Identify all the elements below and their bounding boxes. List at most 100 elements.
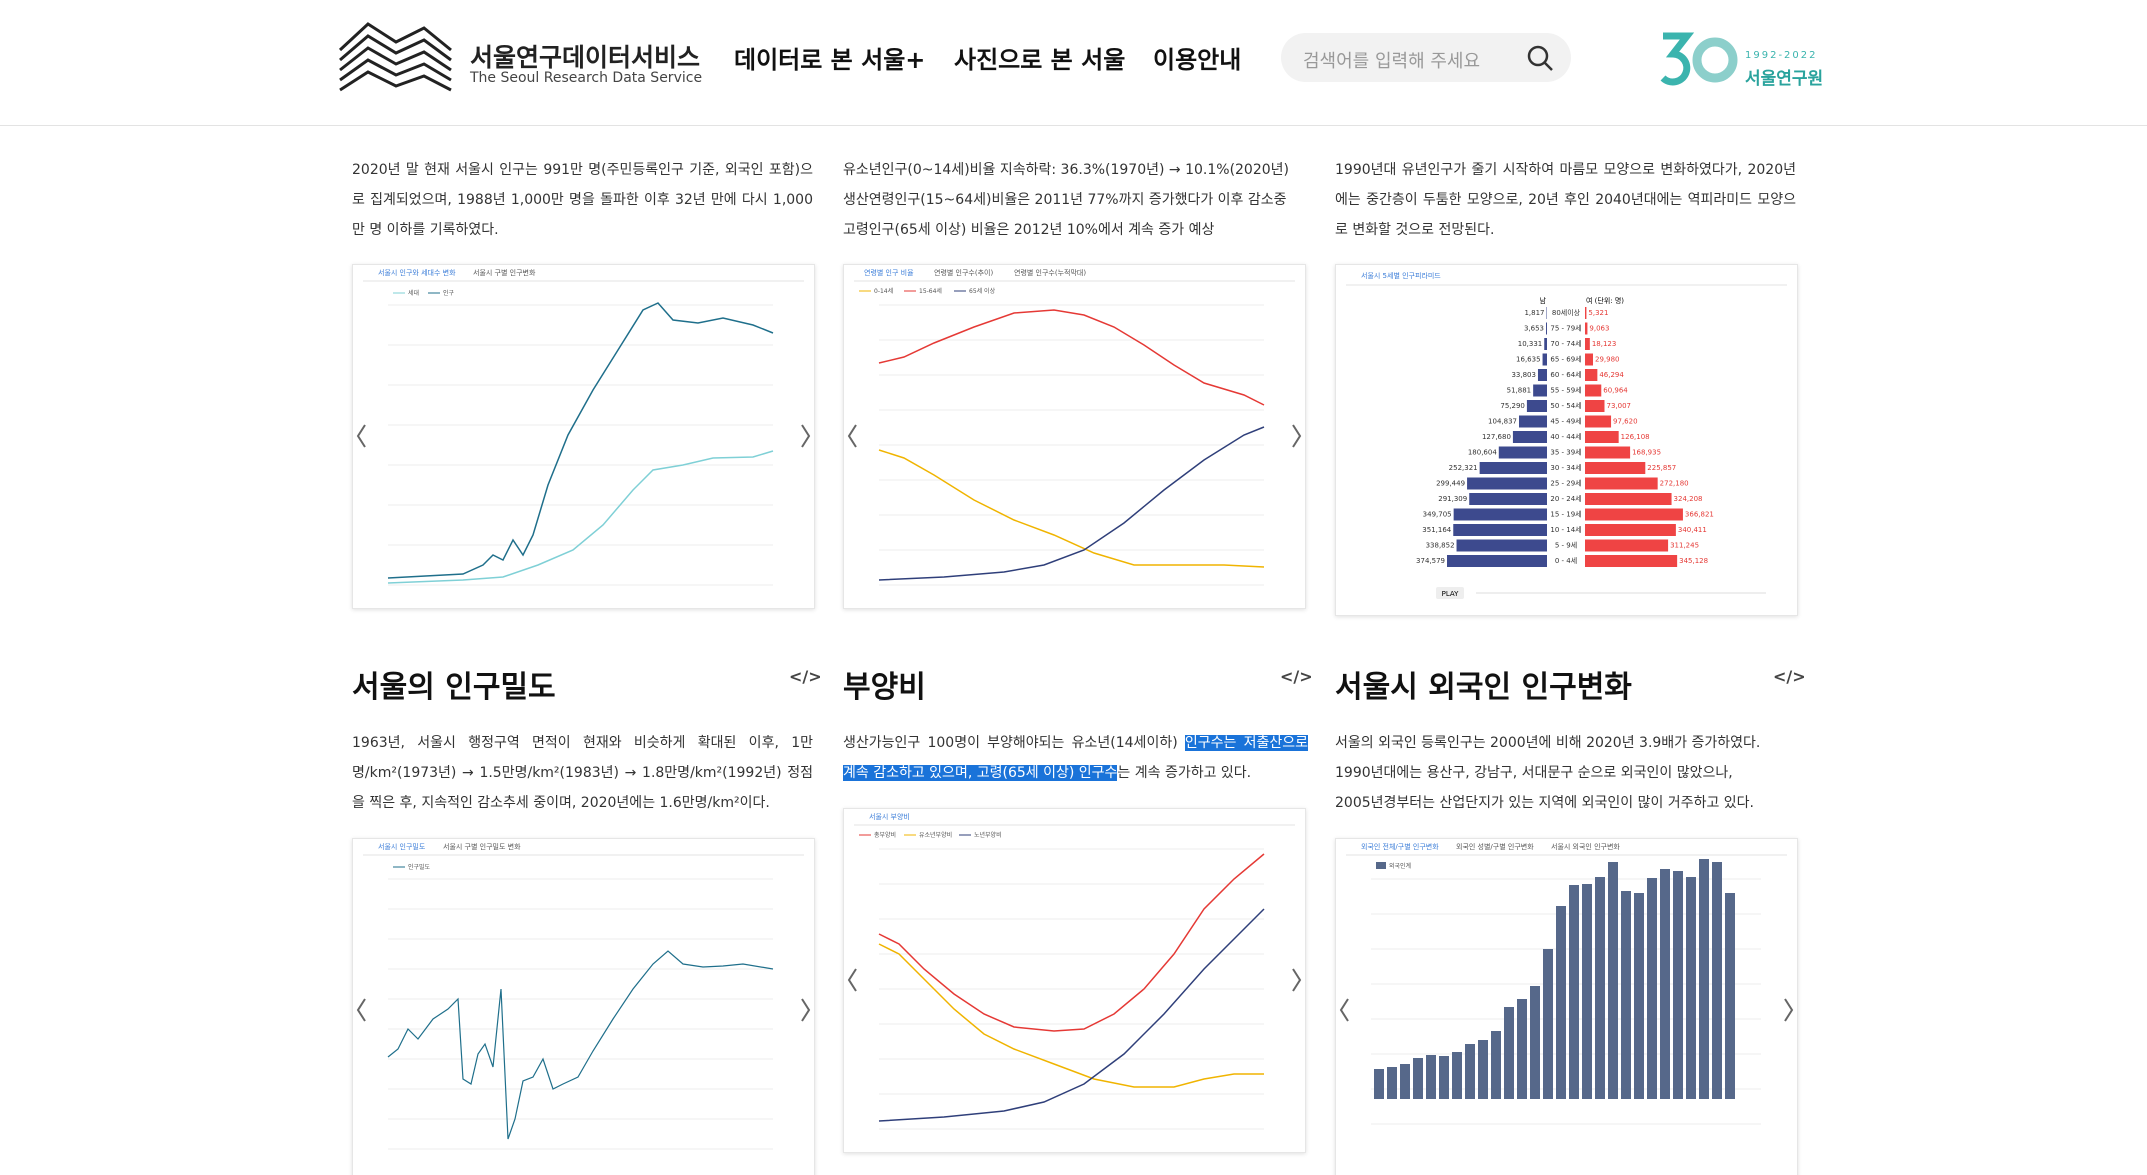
chart-thumb[interactable]: 서울시 5세별 인구피라미드 남 여 (단위: 명) PLAY 80세이상 1,8… [1335,264,1798,616]
male-label: 3,653 [1524,325,1544,333]
female-bar [1585,338,1590,350]
chart-thumb[interactable]: 서울시 인구밀도 서울시 구별 인구밀도 변화 인구밀도 [352,838,815,1175]
nav-item[interactable]: 이용안내 [1153,46,1242,74]
chart-thumb[interactable]: 서울시 부양비 총부양비 유소년부양비 노년부양비 [843,808,1306,1153]
age-label: 5 - 9세 [1555,541,1577,550]
male-label: 374,579 [1416,557,1445,565]
male-bar [1456,539,1547,552]
male-label: 51,881 [1507,387,1532,395]
search-icon[interactable] [1526,44,1554,72]
male-label: 33,803 [1511,371,1536,379]
female-bar [1585,384,1602,397]
tab[interactable]: 외국인 전체/구별 인구변화 [1361,842,1439,851]
male-bar [1519,415,1547,428]
legend: 인구밀도 [408,863,431,871]
legend: 65세 이상 [969,287,996,295]
male-header: 남 [1540,296,1547,305]
age-label: 55 - 59세 [1550,386,1581,395]
text: 는 계속 증가하고 있다. [1117,765,1252,781]
male-label: 1,817 [1524,309,1544,317]
logo-mark[interactable] [338,20,453,92]
female-bar [1585,524,1676,536]
male-label: 16,635 [1516,356,1541,364]
logo-title: 서울연구데이터서비스 [470,43,701,72]
female-bar [1585,322,1588,335]
age-label: 0 - 4세 [1555,556,1577,565]
text-line: 유소년인구(0~14세)비율 지속하락: 36.3%(1970년) → 10.1… [843,162,1289,178]
female-bar [1585,508,1683,521]
code-icon[interactable]: </> [1280,667,1313,686]
female-header: 여 (단위: 명) [1586,296,1624,305]
text: 생산가능인구 100명이 부양해야되는 유소년(14세이하) [843,735,1185,751]
chart-thumb[interactable]: 연령별 인구 비율 연령별 인구수(추이) 연령별 인구수(누적막대) 0-14… [843,264,1306,609]
male-label: 252,321 [1449,464,1478,472]
male-bar [1544,338,1547,350]
legend: 15-64세 [919,287,942,295]
legend: 인구 [443,290,455,297]
tab[interactable]: 연령별 인구수(추이) [934,268,993,277]
male-bar [1512,431,1547,443]
card-title: 부양비 [843,670,926,705]
card-text: 생산가능인구 100명이 부양해야되는 유소년(14세이하) 인구수는 저출산으… [843,728,1308,788]
tab[interactable]: 연령별 인구수(누적막대) [1014,268,1086,277]
tab[interactable]: 서울시 5세별 인구피라미드 [1361,271,1441,280]
female-label: 345,128 [1679,557,1708,565]
chart-thumb[interactable]: 서울시 인구와 세대수 변화 서울시 구별 인구변화 세대 인구 [352,264,815,609]
logo-subtitle: The Seoul Research Data Service [470,70,703,86]
age-label: 25 - 29세 [1550,479,1581,488]
code-icon[interactable]: </> [789,667,822,686]
male-bar [1537,369,1547,381]
badge-name: 서울연구원 [1745,69,1824,89]
tab[interactable]: 서울시 구별 인구변화 [473,268,536,277]
male-bar [1542,353,1547,366]
tab[interactable]: 서울시 구별 인구밀도 변화 [443,842,521,851]
tab[interactable]: 서울시 외국인 인구변화 [1551,842,1620,851]
male-label: 351,164 [1422,526,1451,534]
play-label: PLAY [1442,590,1460,598]
legend: 총부양비 [874,831,896,839]
tab[interactable]: 서울시 부양비 [869,812,910,821]
card-text: 1990년대 유년인구가 줄기 시작하여 마름모 모양으로 변화하였다가, 20… [1335,162,1796,238]
nav-item[interactable]: 데이터로 본 서울+ [734,46,926,74]
female-label: 29,980 [1595,356,1620,364]
male-bar [1533,384,1547,397]
search-box[interactable]: 검색어를 입력해 주세요 [1281,33,1571,82]
text-line: 1990년대에는 용산구, 강남구, 서대문구 순으로 외국인이 많았으나, [1335,765,1733,781]
tab[interactable]: 연령별 인구 비율 [864,268,914,277]
female-label: 366,821 [1685,511,1714,519]
mini-chart: 외국인 전체/구별 인구변화 외국인 성별/구별 인구변화 서울시 외국인 인구… [1339,842,1794,1125]
play-button[interactable] [1436,587,1464,599]
female-bar [1585,555,1678,567]
female-label: 168,935 [1632,449,1661,457]
male-bar [1469,493,1547,505]
male-bar [1498,446,1547,459]
legend: 세대 [408,289,419,297]
female-bar [1585,307,1587,319]
male-label: 104,837 [1488,418,1517,426]
legend: 유소년부양비 [919,831,952,839]
tab[interactable]: 서울시 인구와 세대수 변화 [378,268,456,277]
tab[interactable]: 서울시 인구밀도 [378,842,426,851]
legend: 노년부양비 [974,831,1002,839]
age-label: 65 - 69세 [1550,355,1581,364]
age-label: 80세이상 [1552,308,1581,317]
header: 서울연구데이터서비스 The Seoul Research Data Servi… [0,0,2147,126]
chart-thumb[interactable]: 외국인 전체/구별 인구변화 외국인 성별/구별 인구변화 서울시 외국인 인구… [1335,838,1798,1175]
tab[interactable]: 외국인 성별/구별 인구변화 [1456,842,1534,851]
pyramid-chart: 서울시 5세별 인구피라미드 남 여 (단위: 명) PLAY 80세이상 1,8… [1346,271,1787,599]
female-label: 225,857 [1647,464,1676,472]
female-label: 46,294 [1599,371,1624,379]
female-bar [1585,539,1669,552]
search-placeholder: 검색어를 입력해 주세요 [1303,51,1481,72]
code-icon[interactable]: </> [1773,667,1806,686]
legend: 0-14세 [874,287,893,295]
male-bar [1546,322,1547,335]
card-text: 1963년, 서울시 행정구역 면적이 현재와 비슷하게 확대된 이후, 1만명… [352,735,813,811]
age-label: 50 - 54세 [1550,401,1581,410]
badge-years: 1992-2022 [1745,50,1818,61]
mini-chart: 서울시 부양비 총부양비 유소년부양비 노년부양비 [847,812,1302,1130]
female-bar [1585,431,1619,443]
nav-item[interactable]: 사진으로 본 서울 [954,46,1126,74]
age-label: 40 - 44세 [1550,432,1581,441]
